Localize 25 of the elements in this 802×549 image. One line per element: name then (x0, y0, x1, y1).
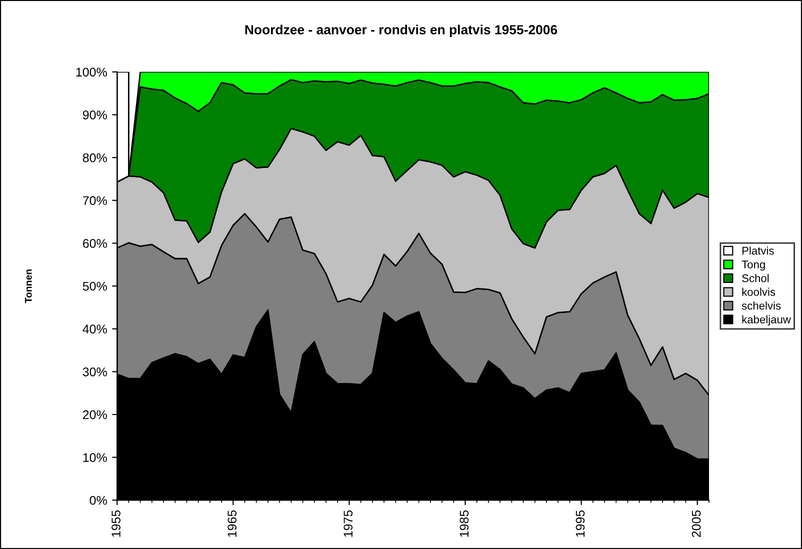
y-tick-label: 80% (82, 153, 107, 162)
x-tick-label: 1985 (460, 510, 469, 537)
y-tick-label: 100% (76, 68, 107, 77)
legend-label: schelvis (742, 302, 781, 310)
y-tick-label: 20% (82, 410, 107, 420)
legend-label: kabeljauw (742, 315, 791, 326)
x-tick-label: 1965 (228, 510, 236, 537)
x-tick-label: 2005 (692, 510, 701, 538)
y-tick-label: 0% (90, 496, 107, 505)
y-axis-title: Tonnen (25, 269, 32, 304)
legend-label: koolvis (742, 288, 776, 296)
y-tick-label: 60% (82, 239, 107, 248)
x-tick-label: 1995 (576, 510, 585, 537)
legend-label: Schol (742, 274, 769, 282)
y-tick-label: 40% (82, 324, 107, 334)
y-tick-label: 70% (82, 196, 107, 206)
legend-label: Tong (742, 260, 765, 271)
y-tick-label: 30% (82, 367, 107, 376)
y-tick-label: 90% (82, 110, 107, 120)
chart-title: Noordzee - aanvoer - rondvis en platvis 1955-2006 (245, 24, 558, 38)
y-tick-label: 50% (82, 282, 107, 291)
y-tick-label: 10% (83, 453, 107, 462)
legend-label: Platvis (742, 246, 774, 255)
x-tick-label: 1955 (112, 510, 120, 537)
x-tick-label: 1975 (344, 510, 353, 537)
